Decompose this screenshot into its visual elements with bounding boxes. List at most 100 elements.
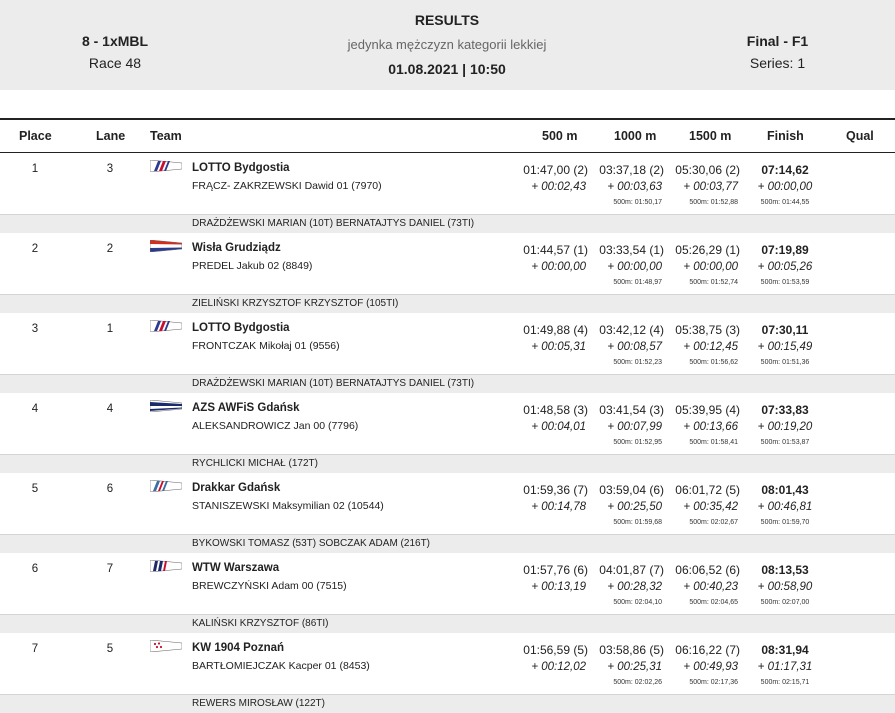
team-name: Wisła Grudziądz: [192, 242, 281, 254]
coach-bar: ZIELIŃSKI KRZYSZTOF KRZYSZTOF (105TI): [0, 294, 895, 313]
team-name: Drakkar Gdańsk: [192, 482, 281, 494]
col-1000m: 1000 m: [614, 129, 657, 143]
split-1500m-diff: + 00:40,23: [683, 581, 738, 593]
finish-time: 08:01,43: [761, 483, 809, 497]
crew-member: FRONTCZAK Mikołaj 01 (9556): [192, 340, 340, 352]
coach-names: REWERS MIROSŁAW (122T): [192, 698, 325, 709]
crew-member: BARTŁOMIEJCZAK Kacper 01 (8453): [192, 660, 370, 672]
split-1000m-time: 03:41,54 (3): [599, 403, 664, 417]
split-1000m-diff: + 00:00,00: [607, 261, 662, 273]
col-place: Place: [19, 129, 52, 143]
coach-bar: DRAŻDŻEWSKI MARIAN (10T) BERNATAJTYS DAN…: [0, 214, 895, 233]
split-1000m-pace: 500m: 02:02,26: [613, 679, 662, 686]
finish-time: 07:14,62: [761, 163, 809, 177]
coach-bar: BYKOWSKI TOMASZ (53T) SOBCZAK ADAM (216T…: [0, 534, 895, 553]
split-500m-time: 01:44,57 (1): [523, 243, 588, 257]
team-name: WTW Warszawa: [192, 562, 280, 574]
split-1000m-time: 03:59,04 (6): [599, 483, 664, 497]
split-500m-diff: + 00:04,01: [531, 421, 586, 433]
team-name: LOTTO Bydgostia: [192, 162, 290, 174]
split-1500m-time: 06:16,22 (7): [675, 643, 740, 657]
club-flag-icon: [149, 399, 183, 413]
split-1500m-time: 05:30,06 (2): [675, 163, 740, 177]
results-header: 8 - 1xMBL Race 48 RESULTS jedynka mężczy…: [0, 0, 895, 90]
split-1000m-pace: 500m: 01:48,97: [613, 279, 662, 286]
split-1000m-pace: 500m: 01:52,95: [613, 439, 662, 446]
crew-member: BREWCZYŃSKI Adam 00 (7515): [192, 580, 347, 592]
split-1500m-time: 05:39,95 (4): [675, 403, 740, 417]
split-1000m-time: 03:58,86 (5): [599, 643, 664, 657]
result-row: 1 3 LOTTO Bydgostia FRĄCZ- ZAKRZEWSKI Dawid…: [0, 152, 895, 233]
lane: 3: [106, 163, 114, 175]
split-1500m-pace: 500m: 02:04,65: [689, 599, 738, 606]
event-subtitle: jedynka mężczyzn kategorii lekkiej: [347, 37, 547, 52]
split-1000m-time: 03:37,18 (2): [599, 163, 664, 177]
page-title: RESULTS: [414, 12, 480, 28]
split-1000m-time: 03:42,12 (4): [599, 323, 664, 337]
split-1500m-diff: + 00:13,66: [683, 421, 738, 433]
split-1000m-diff: + 00:03,63: [607, 181, 662, 193]
finish-pace: 500m: 02:15,71: [760, 679, 810, 686]
result-row: 2 2 Wisła Grudziądz PREDEL Jakub 02 (8849) 0…: [0, 232, 895, 313]
place: 2: [31, 243, 39, 255]
club-flag-icon: [149, 639, 183, 653]
split-1000m-pace: 500m: 01:59,68: [613, 519, 662, 526]
race-number: Race 48: [88, 55, 142, 71]
split-500m-diff: + 00:13,19: [531, 581, 586, 593]
split-500m-time: 01:47,00 (2): [523, 163, 588, 177]
finish-diff: + 01:17,31: [757, 661, 813, 673]
split-1000m-diff: + 00:07,99: [607, 421, 662, 433]
split-1000m-diff: + 00:25,50: [607, 501, 662, 513]
finish-pace: 500m: 01:53,59: [760, 279, 810, 286]
team-name: AZS AWFiS Gdańsk: [192, 402, 300, 414]
place: 3: [31, 323, 39, 335]
split-1500m-pace: 500m: 01:52,74: [689, 279, 738, 286]
place: 1: [31, 163, 39, 175]
coach-bar: REWERS MIROSŁAW (122T): [0, 694, 895, 713]
lane: 6: [106, 483, 114, 495]
club-flag-icon: [149, 239, 183, 253]
split-1500m-diff: + 00:49,93: [683, 661, 738, 673]
finish-diff: + 00:19,20: [757, 421, 813, 433]
lane: 1: [106, 323, 114, 335]
lane: 7: [106, 563, 114, 575]
club-flag-icon: [149, 319, 183, 333]
split-1000m-pace: 500m: 02:04,10: [613, 599, 662, 606]
split-1500m-diff: + 00:03,77: [683, 181, 738, 193]
crew-member: PREDEL Jakub 02 (8849): [192, 260, 313, 272]
crew-member: ALEKSANDROWICZ Jan 00 (7796): [192, 420, 359, 432]
split-1000m-time: 03:33,54 (1): [599, 243, 664, 257]
lane: 2: [106, 243, 114, 255]
finish-time: 07:33,83: [761, 403, 809, 417]
coach-names: ZIELIŃSKI KRZYSZTOF KRZYSZTOF (105TI): [192, 298, 399, 309]
coach-names: DRAŻDŻEWSKI MARIAN (10T) BERNATAJTYS DAN…: [192, 218, 475, 229]
split-1000m-diff: + 00:25,31: [607, 661, 662, 673]
split-1500m-diff: + 00:00,00: [683, 261, 738, 273]
result-row: 5 6 Drakkar Gdańsk STANISZEWSKI Maksymilian…: [0, 472, 895, 553]
col-qual: Qual: [846, 129, 874, 143]
col-500m: 500 m: [542, 129, 578, 143]
race-datetime: 01.08.2021 | 10:50: [388, 61, 506, 77]
coach-bar: DRAŻDŻEWSKI MARIAN (10T) BERNATAJTYS DAN…: [0, 374, 895, 393]
split-500m-time: 01:49,88 (4): [523, 323, 588, 337]
result-row: 4 4 AZS AWFiS Gdańsk ALEKSANDROWICZ Jan 00 …: [0, 392, 895, 473]
split-500m-diff: + 00:02,43: [531, 181, 586, 193]
result-row: 6 7 WTW Warszawa BREWCZYŃSKI Adam 00 (7515)…: [0, 552, 895, 633]
split-1000m-diff: + 00:28,32: [607, 581, 662, 593]
crew-member: FRĄCZ- ZAKRZEWSKI Dawid 01 (7970): [192, 180, 382, 192]
finish-diff: + 00:46,81: [757, 501, 813, 513]
column-header: Place Lane Team 500 m 1000 m 1500 m Fini…: [0, 118, 895, 153]
col-lane: Lane: [96, 129, 126, 143]
finish-pace: 500m: 01:59,70: [760, 519, 810, 526]
finish-time: 07:30,11: [761, 323, 809, 337]
split-500m-diff: + 00:14,78: [531, 501, 586, 513]
lane: 5: [106, 643, 114, 655]
race-series: Series: 1: [749, 55, 806, 71]
split-500m-time: 01:56,59 (5): [523, 643, 588, 657]
club-flag-icon: [149, 479, 183, 493]
split-1500m-pace: 500m: 02:17,36: [689, 679, 738, 686]
team-name: KW 1904 Poznań: [192, 642, 285, 654]
crew-member: STANISZEWSKI Maksymilian 02 (10544): [192, 500, 384, 512]
finish-diff: + 00:05,26: [757, 261, 813, 273]
col-finish: Finish: [767, 129, 804, 143]
